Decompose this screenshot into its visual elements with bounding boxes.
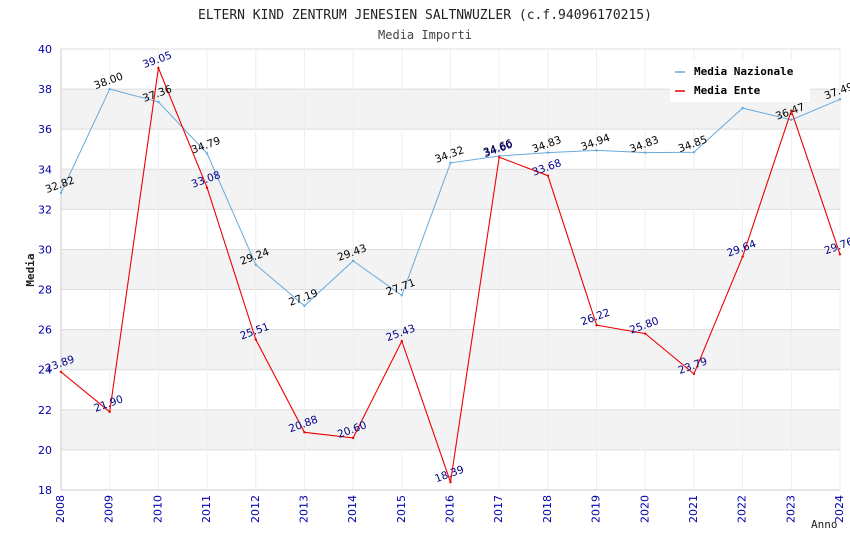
- data-point: [595, 324, 598, 327]
- data-point: [108, 410, 111, 414]
- chart-subtitle: Media Importi: [378, 28, 472, 42]
- x-tick-label: 2014: [346, 495, 359, 523]
- data-point: [692, 372, 696, 376]
- y-tick-label: 30: [38, 243, 52, 256]
- x-tick-label: 2008: [54, 495, 67, 523]
- data-point: [449, 161, 452, 165]
- data-point: [157, 66, 160, 70]
- y-tick-label: 28: [38, 284, 52, 297]
- data-point: [838, 253, 842, 256]
- data-point: [497, 156, 501, 159]
- y-tick-label: 22: [38, 404, 52, 417]
- x-tick-label: 2016: [444, 495, 457, 523]
- y-tick-label: 34: [38, 163, 52, 176]
- y-tick-label: 38: [38, 83, 52, 96]
- x-tick-label: 2020: [638, 495, 651, 523]
- x-tick-label: 2010: [151, 495, 164, 523]
- y-tick-label: 26: [38, 324, 52, 337]
- x-tick-label: 2013: [297, 495, 310, 523]
- y-tick-labels: 18 20 22 24 26 28 30 32 34 36 38 40: [38, 43, 52, 497]
- y-tick-label: 18: [38, 484, 52, 497]
- data-point: [59, 370, 63, 374]
- x-tick-label: 2024: [833, 495, 846, 523]
- legend-box: [670, 60, 810, 102]
- data-point: [838, 98, 842, 101]
- x-tick-label: 2023: [784, 495, 797, 523]
- data-point: [205, 152, 209, 155]
- data-point: [546, 174, 550, 177]
- data-point: [157, 100, 160, 104]
- x-tick-label: 2009: [103, 495, 116, 523]
- data-point: [303, 431, 306, 434]
- axes: [60, 49, 840, 491]
- data-point: [644, 151, 647, 154]
- x-axis-label: Anno: [811, 518, 838, 531]
- data-point: [351, 436, 355, 440]
- data-point: [546, 151, 550, 154]
- data-point: [741, 255, 744, 258]
- x-tick-label: 2011: [200, 495, 213, 523]
- data-point: [644, 332, 647, 335]
- y-tick-label: 20: [38, 444, 52, 457]
- data-point: [692, 151, 696, 154]
- x-tick-label: 2017: [492, 495, 505, 523]
- x-tick-label: 2019: [590, 495, 603, 523]
- legend: Media Nazionale Media Ente: [670, 60, 810, 102]
- data-point: [254, 263, 257, 266]
- data-point: [790, 109, 793, 112]
- x-tick-label: 2015: [395, 495, 408, 523]
- x-tick-label: 2022: [736, 495, 749, 523]
- y-axis-label: Media: [24, 253, 37, 286]
- series-group: [59, 65, 842, 484]
- x-tick-label: 2021: [687, 495, 700, 523]
- x-tick-label: 2018: [541, 495, 554, 523]
- data-point: [59, 191, 63, 195]
- y-tick-label: 36: [38, 123, 52, 136]
- x-tick-label: 2012: [249, 495, 262, 523]
- data-point: [400, 294, 404, 297]
- data-point: [351, 259, 355, 263]
- data-point: [595, 149, 598, 152]
- grid-lines: [60, 48, 841, 491]
- data-point: [205, 186, 209, 189]
- x-tick-labels: 2008 2009 2010 2011 2012 2013 2014 2015 2016 2017…: [54, 495, 846, 523]
- data-point: [741, 106, 744, 110]
- y-tick-label: 32: [38, 203, 52, 216]
- data-point: [449, 480, 452, 484]
- data-point: [303, 304, 306, 307]
- legend-label-ente: Media Ente: [694, 84, 761, 97]
- y-tick-label: 24: [38, 364, 52, 377]
- data-point: [254, 338, 257, 341]
- data-point: [790, 118, 793, 121]
- data-point: [108, 87, 111, 91]
- y-tick-label: 40: [38, 43, 52, 56]
- data-point: [400, 339, 404, 343]
- legend-label-nazionale: Media Nazionale: [694, 65, 794, 78]
- chart-title: ELTERN KIND ZENTRUM JENESIEN SALTNWUZLER…: [198, 8, 652, 23]
